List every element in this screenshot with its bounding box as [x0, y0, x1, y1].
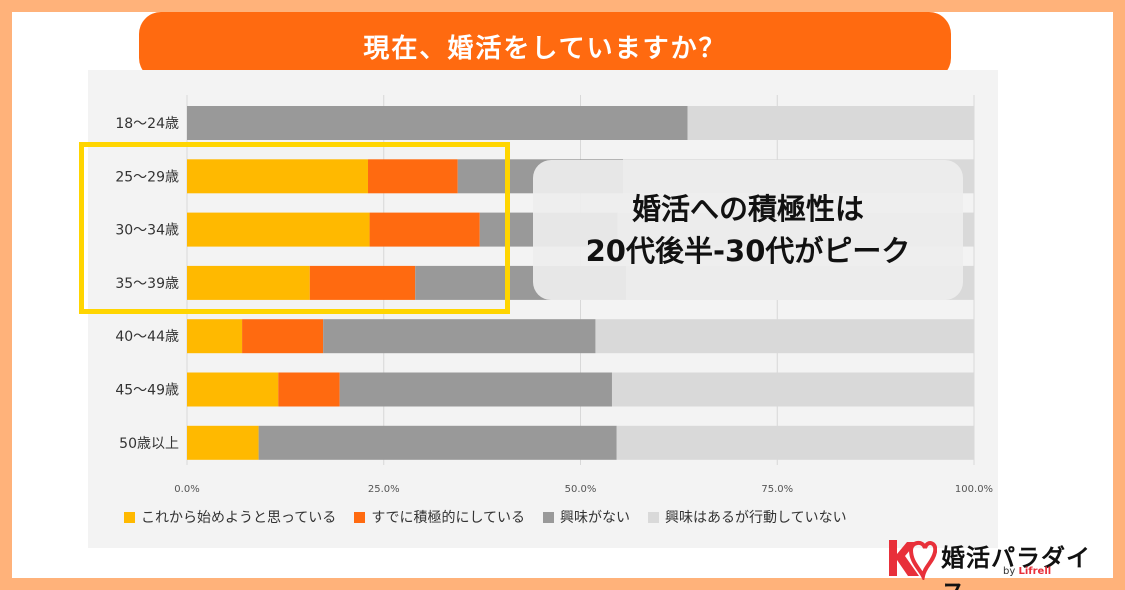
y-category-label: 30〜34歳	[115, 223, 179, 239]
x-tick-label: 0.0%	[174, 484, 199, 495]
brand-company: Lifrell	[1018, 566, 1052, 577]
y-category-label: 25〜29歳	[115, 169, 179, 185]
bar-segment	[187, 319, 243, 354]
brand-byline: by Lifrell	[1003, 566, 1051, 577]
legend-swatch	[648, 511, 660, 523]
x-tick-label: 100.0%	[955, 484, 993, 495]
bar-segment	[368, 159, 458, 194]
brand-by: by	[1003, 566, 1016, 577]
y-category-label: 18〜24歳	[115, 116, 179, 132]
bar-segment	[187, 265, 310, 300]
y-category-label: 45〜49歳	[115, 383, 179, 399]
bar-segment	[339, 372, 612, 407]
highlight-box-25-39	[79, 142, 510, 314]
brand-heart-icon	[889, 540, 937, 580]
bar-segment	[258, 425, 617, 460]
bar-segment	[687, 106, 974, 140]
brand-name: 婚活パラダイス	[941, 544, 1091, 590]
bar-segment	[187, 159, 369, 194]
legend-item: すでに積極的にしている	[354, 507, 525, 527]
x-tick-label: 25.0%	[368, 484, 400, 495]
bar-segment	[187, 372, 279, 407]
legend-label: 興味はあるが行動していない	[665, 510, 847, 526]
bar-segment	[278, 372, 340, 407]
callout-line-2: 20代後半-30代がピーク	[585, 234, 911, 268]
legend-swatch	[354, 511, 366, 523]
callout-line-1: 婚活への積極性は	[631, 191, 864, 226]
bar-segment	[187, 212, 370, 247]
bar-segment	[309, 265, 416, 300]
legend-item: これから始めようと思っている	[124, 507, 336, 527]
legend-label: これから始めようと思っている	[141, 510, 337, 526]
bar-segment	[323, 319, 596, 354]
bar-segment	[242, 319, 324, 354]
bar-segment	[369, 212, 480, 247]
brand-logo: 婚活パラダイス by Lifrell	[885, 536, 1110, 590]
legend-swatch	[124, 511, 135, 523]
x-tick-label: 75.0%	[761, 484, 793, 495]
bar-segment	[616, 425, 974, 460]
chart-title: 現在、婚活をしていますか？	[139, 12, 951, 80]
legend-label: 興味がない	[560, 510, 631, 526]
y-category-label: 40〜44歳	[115, 329, 179, 345]
legend-item: 興味がない	[543, 507, 630, 527]
y-category-label: 50歳以上	[119, 436, 179, 452]
bar-segment	[611, 372, 974, 407]
y-category-label: 35〜39歳	[115, 276, 179, 292]
bar-segment	[595, 319, 974, 354]
bar-segment	[187, 425, 259, 460]
x-tick-label: 50.0%	[565, 484, 597, 495]
legend-label: すでに積極的にしている	[371, 510, 526, 526]
callout-box: 婚活への積極性は 20代後半-30代がピーク	[533, 160, 963, 300]
chart-legend: これから始めようと思っている すでに積極的にしている 興味がない 興味はあるが行動して…	[124, 507, 847, 527]
bar-segment	[187, 106, 688, 140]
legend-item: 興味はあるが行動していない	[648, 507, 847, 527]
legend-swatch	[543, 511, 555, 523]
